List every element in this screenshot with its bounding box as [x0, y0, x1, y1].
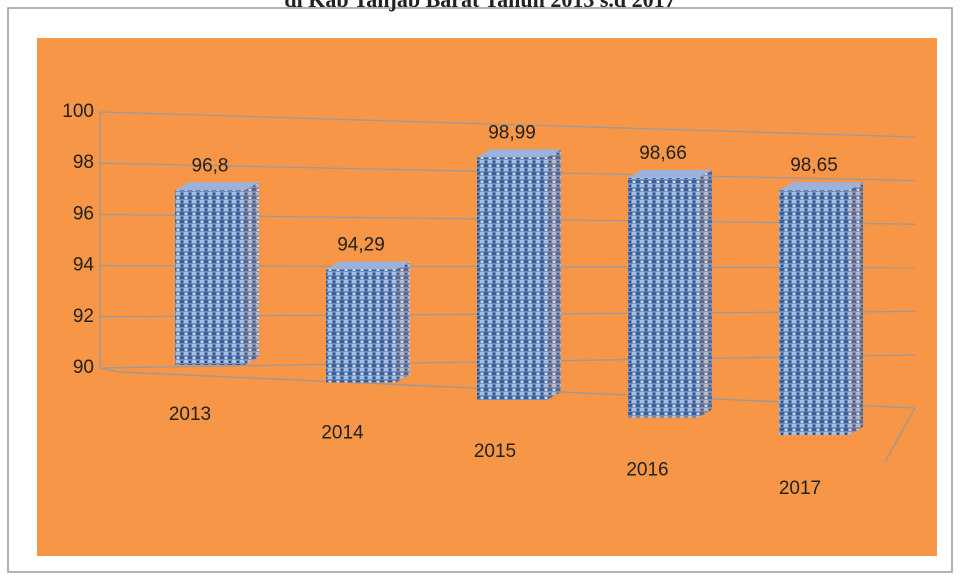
bar [477, 149, 561, 400]
y-tick-label: 92 [73, 306, 94, 327]
bar-side [547, 149, 561, 400]
bar [175, 182, 259, 365]
x-tick-label: 2014 [321, 423, 364, 444]
bar-side [396, 261, 410, 383]
data-label: 94,29 [337, 234, 385, 255]
bar-side [245, 182, 259, 365]
x-tick-label: 2016 [626, 460, 668, 481]
bar [628, 170, 712, 418]
x-tick-label: 2017 [779, 478, 821, 499]
bar-top [628, 170, 712, 179]
bar-top [779, 182, 863, 191]
axis-line [884, 407, 916, 463]
data-label: 98,99 [488, 122, 536, 143]
bar-front [175, 190, 245, 365]
bar [779, 182, 863, 435]
bar-front [326, 269, 396, 383]
bar-front [477, 157, 547, 400]
data-label: 96,8 [192, 155, 229, 176]
x-tick-label: 2015 [474, 441, 516, 462]
bar-top [326, 261, 410, 270]
y-tick-label: 100 [62, 101, 94, 122]
y-tick-label: 90 [73, 357, 94, 378]
y-tick-label: 96 [73, 203, 94, 224]
bar-side [698, 170, 712, 418]
grid-line [99, 111, 916, 138]
y-tick-label: 94 [73, 255, 95, 276]
bar-front [779, 190, 849, 435]
bar-top [477, 149, 561, 158]
y-tick-label: 98 [73, 152, 94, 173]
data-label: 98,65 [790, 155, 838, 176]
bar-front [628, 178, 698, 418]
axis-line [99, 367, 121, 373]
bar-top [175, 182, 259, 191]
x-tick-label: 2013 [169, 404, 211, 425]
bar [326, 261, 410, 383]
data-label: 98,66 [639, 143, 687, 164]
chart-title: di Kab Tanjab Barat Tahun 2013 s.d 2017 [284, 0, 675, 12]
bar-side [849, 182, 863, 435]
